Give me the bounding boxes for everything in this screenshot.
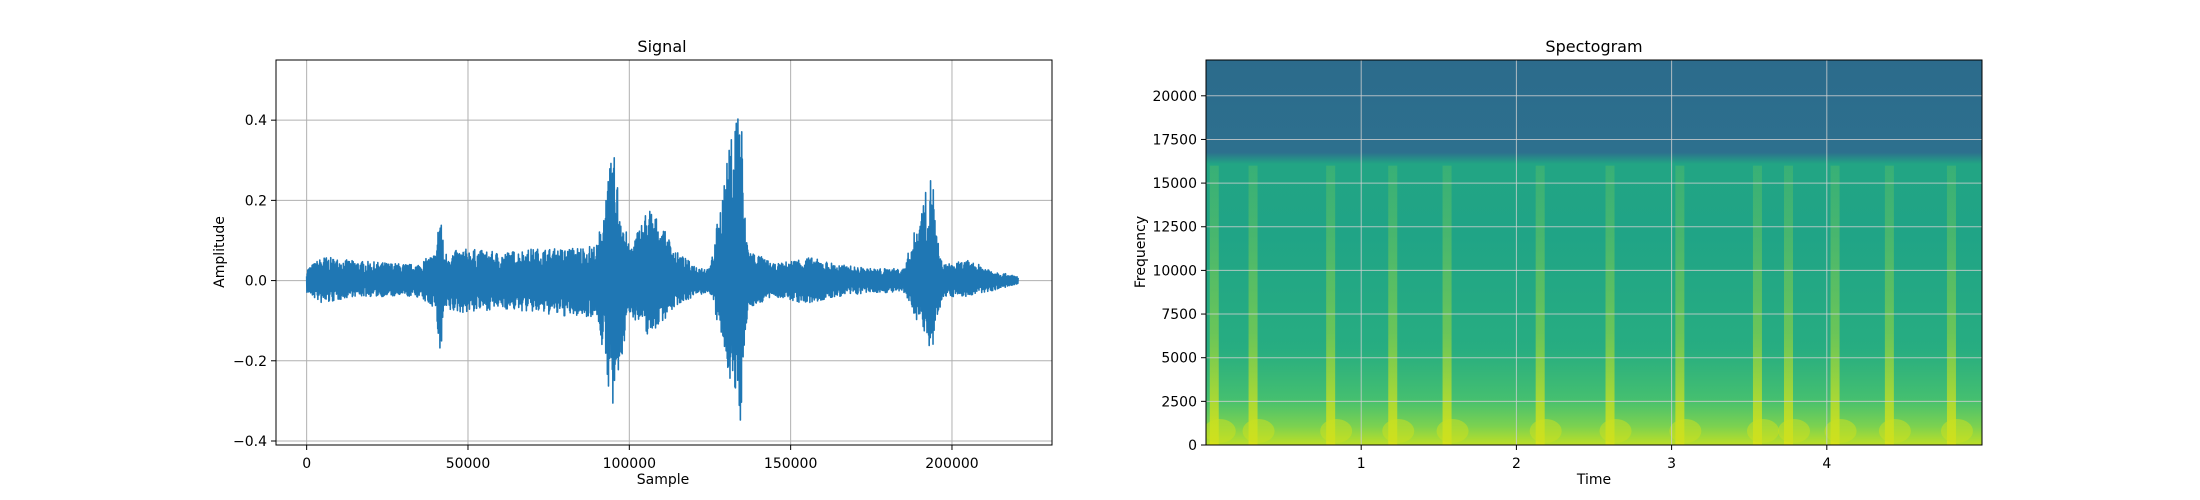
spectrogram-y-tick-label: 10000 [1152, 263, 1197, 279]
spectrogram-x-tick-label: 3 [1667, 456, 1676, 472]
signal-waveform [305, 118, 1019, 421]
spectrogram-onsets [1206, 165, 1973, 445]
signal-x-tick-label: 200000 [925, 456, 978, 472]
spectrogram-onset-band [1442, 165, 1452, 445]
spectrogram-onset-band [1209, 165, 1219, 445]
spectrogram-onset-band [1946, 165, 1956, 445]
signal-x-tick-label: 50000 [446, 456, 491, 472]
spectrogram-onset-band [1388, 165, 1398, 445]
signal-series-line [305, 118, 1019, 421]
signal-y-tick-label: 0.2 [245, 193, 267, 209]
signal-x-tick-label: 0 [302, 456, 311, 472]
spectrogram-onset-band [1605, 165, 1615, 445]
spectrogram-y-tick-label: 17500 [1152, 132, 1197, 148]
signal-x-ticks: 0 50000 100000 150000 200000 [302, 445, 979, 472]
signal-x-label: Sample [637, 472, 690, 488]
spectrogram-y-tick-label: 12500 [1152, 220, 1197, 236]
signal-y-ticks: −0.4 −0.2 0.0 0.2 0.4 [233, 113, 276, 450]
spectrogram-onset-band [1784, 165, 1793, 445]
spectrogram-chart: Spectogram 1 2 3 4 0 2500 5000 7500 10000 12500 1… [1133, 37, 1983, 488]
spectrogram-axes-frame [1205, 59, 1983, 446]
signal-axes-frame [275, 59, 1053, 446]
spectrogram-y-ticks: 0 2500 5000 7500 10000 12500 15000 17500 20000 [1152, 89, 1206, 454]
spectrogram-onset-band [1884, 165, 1894, 445]
signal-y-tick-label: −0.4 [233, 434, 267, 450]
spectrogram-x-tick-label: 4 [1822, 456, 1831, 472]
spectrogram-onset-low-energy [1778, 419, 1810, 443]
signal-y-tick-label: −0.2 [233, 354, 267, 370]
spectrogram-onset-low-energy [1746, 419, 1779, 443]
signal-title: Signal [637, 37, 686, 56]
spectrogram-x-ticks: 1 2 3 4 [1357, 445, 1831, 472]
spectrogram-onset-band [1830, 165, 1840, 445]
spectrogram-y-tick-label: 0 [1188, 438, 1197, 454]
signal-x-tick-label: 150000 [764, 456, 817, 472]
spectrogram-onset-low-energy [1940, 419, 1973, 443]
spectrogram-onset-low-energy [1878, 419, 1911, 443]
spectrogram-onset-low-energy [1382, 419, 1415, 443]
signal-x-tick-label: 100000 [603, 456, 656, 472]
spectrogram-onset-low-energy [1436, 419, 1469, 443]
spectrogram-onset-band [1326, 165, 1336, 445]
spectrogram-onset-low-energy [1599, 419, 1632, 443]
spectrogram-title: Spectogram [1545, 37, 1642, 56]
spectrogram-onset-low-energy [1206, 419, 1236, 443]
spectrogram-y-label: Frequency [1133, 216, 1149, 288]
spectrogram-grid [1206, 60, 1982, 445]
spectrogram-onset-band [1248, 165, 1258, 445]
signal-y-label: Amplitude [212, 216, 228, 288]
spectrogram-y-tick-label: 7500 [1161, 307, 1197, 323]
signal-grid [276, 60, 1052, 445]
spectrogram-onset-band [1675, 165, 1685, 445]
spectrogram-heatmap [1206, 60, 1982, 445]
spectrogram-onset-low-energy [1242, 419, 1275, 443]
spectrogram-x-tick-label: 1 [1357, 456, 1366, 472]
spectrogram-onset-band [1535, 165, 1545, 445]
spectrogram-x-label: Time [1576, 472, 1611, 488]
spectrogram-onset-low-energy [1529, 419, 1562, 443]
spectrogram-onset-low-energy [1320, 419, 1353, 443]
signal-chart: Signal 0 50000 100000 150000 200000 −0.4 −0.2… [212, 37, 1053, 488]
spectrogram-onset-low-energy [1824, 419, 1857, 443]
spectrogram-y-tick-label: 2500 [1161, 394, 1197, 410]
spectrogram-y-tick-label: 5000 [1161, 351, 1197, 367]
signal-y-tick-label: 0.0 [245, 274, 267, 290]
spectrogram-onset-low-energy [1669, 419, 1702, 443]
spectrogram-x-tick-label: 2 [1512, 456, 1521, 472]
spectrogram-onset-band [1752, 165, 1762, 445]
spectrogram-y-tick-label: 20000 [1152, 89, 1197, 105]
spectrogram-y-tick-label: 15000 [1152, 176, 1197, 192]
signal-y-tick-label: 0.4 [245, 113, 267, 129]
